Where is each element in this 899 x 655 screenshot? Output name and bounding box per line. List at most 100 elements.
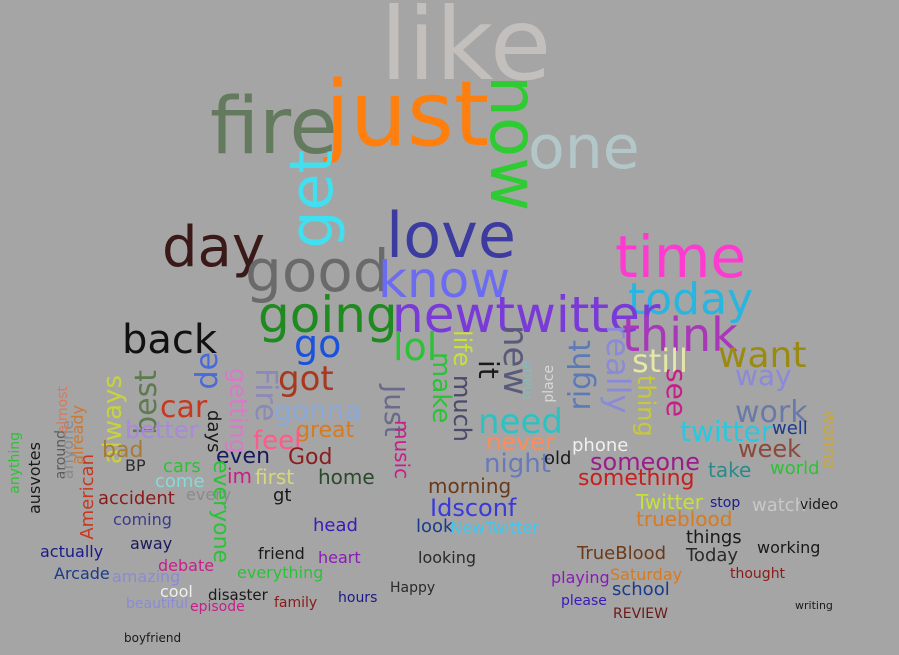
- word-see: see: [660, 368, 693, 418]
- word-way: way: [735, 359, 792, 392]
- word-it: it: [472, 360, 505, 379]
- word-accident: accident: [98, 488, 175, 509]
- word-away: away: [130, 534, 173, 553]
- word-really: really: [599, 325, 637, 414]
- word-feel: feel: [253, 426, 302, 456]
- word-someone: someone: [590, 448, 700, 476]
- word-world: world: [770, 458, 820, 479]
- word-know: know: [378, 251, 511, 309]
- word-every: every: [186, 485, 232, 504]
- word-morning: morning: [428, 474, 512, 498]
- word-today: Today: [686, 545, 739, 566]
- word-something: something: [578, 466, 695, 491]
- word-ausvotes: ausvotes: [25, 442, 44, 514]
- word-watch: watch: [752, 495, 807, 516]
- word-still: still: [632, 342, 688, 380]
- word-look: look: [416, 516, 454, 537]
- word-lol: lol: [393, 325, 438, 369]
- word-head: head: [313, 515, 358, 536]
- word-love: love: [386, 199, 516, 272]
- word-working: working: [757, 538, 821, 557]
- word-twitter: twitter: [680, 415, 773, 448]
- word-actually: actually: [40, 542, 104, 561]
- word-days: days: [203, 410, 224, 453]
- word-just: Just: [378, 385, 411, 437]
- word-family: family: [274, 595, 318, 611]
- word-heart: heart: [318, 548, 361, 567]
- word-even: even: [216, 444, 271, 469]
- word-one: one: [528, 113, 640, 183]
- word-school: school: [612, 579, 670, 600]
- word-need: need: [478, 402, 563, 442]
- word-idsconf: Idsconf: [430, 494, 517, 522]
- word-review: REVIEW: [613, 606, 668, 622]
- word-amazing: amazing: [112, 567, 181, 586]
- word-trueblood: TrueBlood: [577, 543, 667, 564]
- word-beautiful: beautiful: [126, 596, 189, 612]
- word-cars: cars: [163, 456, 201, 477]
- word-thought: thought: [730, 566, 786, 582]
- word-trueblood: trueblood: [636, 507, 733, 531]
- word-phone: phone: [572, 435, 629, 456]
- word-back: back: [122, 317, 218, 363]
- word-today: today: [628, 274, 754, 325]
- word-going: going: [258, 286, 398, 344]
- word-american: American: [77, 454, 98, 540]
- word-music: music: [390, 420, 414, 480]
- word-cool: cool: [160, 582, 193, 601]
- word-never: never: [486, 428, 555, 456]
- word-boyfriend: boyfriend: [124, 631, 182, 645]
- word-video: video: [800, 497, 839, 513]
- word-im: im: [227, 464, 253, 488]
- word-good: good: [245, 237, 390, 305]
- word-like: like: [380, 0, 552, 103]
- word-first: first: [255, 465, 295, 489]
- word-coming: coming: [113, 510, 172, 529]
- word-stop: stop: [710, 495, 741, 511]
- word-everyone: everyone: [208, 460, 233, 564]
- word-day: day: [162, 215, 266, 280]
- word-make: make: [426, 352, 456, 424]
- word-wanna: wanna: [819, 410, 840, 470]
- word-got: got: [278, 359, 334, 399]
- word-place: place: [541, 365, 557, 403]
- word-gt: gt: [273, 485, 292, 506]
- word-great: great: [296, 418, 355, 443]
- word-car: car: [160, 390, 208, 425]
- word-bad: bad: [102, 438, 144, 463]
- word-saturday: Saturday: [610, 565, 683, 584]
- word-god: God: [288, 445, 333, 470]
- word-looking: looking: [418, 548, 477, 567]
- word-go: go: [294, 322, 342, 366]
- word-de: de: [190, 352, 225, 390]
- word-almost: almost: [55, 386, 71, 434]
- word-twitter: Twitter: [636, 490, 704, 514]
- word-everything: everything: [237, 563, 324, 582]
- word-well: well: [772, 418, 808, 439]
- word-come: come: [155, 471, 205, 492]
- word-hours: hours: [338, 590, 378, 606]
- word-newtwitter: newtwitter: [392, 286, 661, 344]
- word-much: much: [448, 375, 476, 442]
- word-new: new: [495, 325, 535, 396]
- word-want: want: [718, 335, 807, 376]
- word-take: take: [708, 458, 752, 482]
- word-fire: fire: [210, 82, 338, 172]
- word-things: things: [686, 527, 742, 548]
- word-time: time: [615, 223, 747, 291]
- word-debate: debate: [158, 556, 215, 575]
- word-old: old: [544, 448, 572, 469]
- word-now: now: [475, 75, 552, 212]
- word-night: night: [484, 449, 551, 479]
- word-life: life: [448, 330, 476, 367]
- word-getting: getting: [224, 368, 252, 454]
- word-right: right: [563, 340, 598, 411]
- word-thing: thing: [632, 375, 660, 437]
- word-episode: episode: [190, 599, 245, 615]
- word-anything: anything: [7, 432, 23, 494]
- word-fire: Fire: [248, 368, 283, 422]
- word-bp: BP: [125, 456, 146, 475]
- word-friend: friend: [258, 544, 305, 563]
- word-better: better: [125, 416, 199, 444]
